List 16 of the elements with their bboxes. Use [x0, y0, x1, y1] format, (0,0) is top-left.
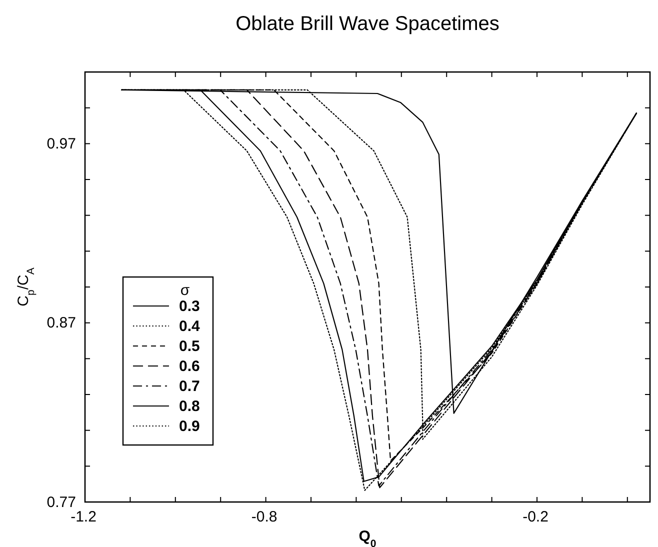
x-tick-label: -1.2 [70, 508, 96, 526]
y-tick-label: 0.87 [46, 314, 76, 332]
x-tick-label: -0.8 [251, 508, 278, 526]
y-tick-label: 0.97 [46, 135, 76, 152]
legend-label: 0.6 [179, 358, 200, 375]
legend-label: 0.4 [179, 318, 201, 335]
x-axis-title: Q$_{0}$ [358, 528, 376, 547]
legend-title: σ [180, 282, 190, 299]
legend-label: 0.3 [179, 298, 200, 315]
legend-label: 0.7 [179, 378, 200, 395]
y-tick-label: 0.77 [46, 494, 76, 511]
legend-label: 0.8 [179, 398, 200, 415]
chart-title: Oblate Brill Wave Spacetimes [236, 13, 500, 35]
x-tick-label: -0.2 [522, 508, 548, 526]
legend-label: 0.9 [179, 418, 200, 435]
legend-label: 0.5 [179, 338, 200, 355]
